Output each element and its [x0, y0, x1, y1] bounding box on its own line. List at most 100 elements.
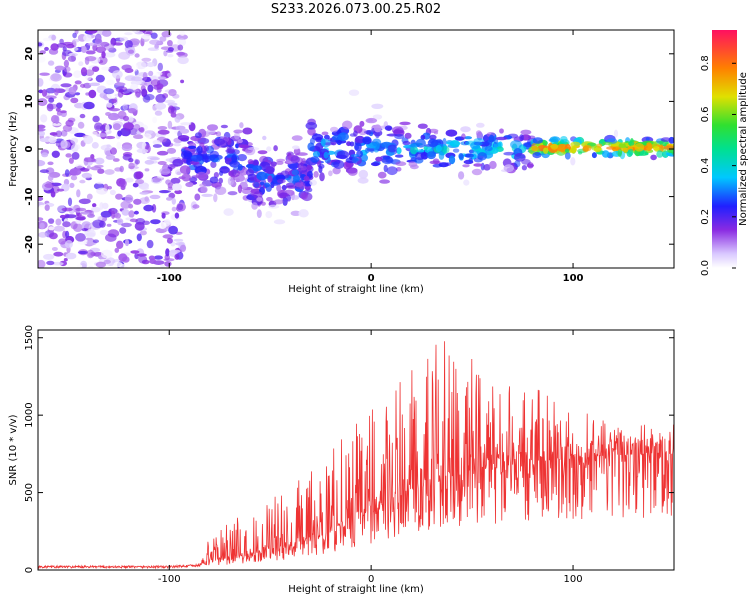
heatmap-cell — [48, 232, 58, 240]
heatmap-cell — [362, 136, 372, 145]
heatmap-cell — [112, 70, 123, 79]
heatmap-cell — [132, 182, 139, 188]
heatmap-cell — [101, 202, 109, 210]
heatmap-cell — [328, 170, 333, 177]
heatmap-cell — [88, 89, 97, 99]
heatmap-cell — [54, 87, 59, 96]
heatmap-cell — [63, 72, 73, 78]
heatmap-cell — [47, 161, 54, 166]
heatmap-cell — [86, 249, 95, 259]
heatmap-cell — [262, 135, 267, 141]
heatmap-cell — [124, 194, 134, 203]
heatmap-cell — [157, 62, 163, 72]
heatmap-cell — [139, 191, 149, 195]
heatmap-cell — [570, 157, 576, 166]
heatmap-cell — [70, 97, 79, 104]
heatmap-cell — [473, 163, 483, 167]
heatmap-cell — [215, 131, 222, 137]
heatmap-cell — [121, 144, 133, 152]
heatmap-cell — [223, 208, 234, 216]
heatmap-cell — [203, 145, 209, 152]
heatmap-cell — [429, 134, 437, 140]
heatmap-cell — [75, 207, 87, 212]
heatmap-cell — [132, 63, 138, 72]
heatmap-cell — [139, 197, 150, 205]
heatmap-cell — [51, 150, 60, 158]
heatmap-cell — [464, 136, 472, 140]
heatmap-cell — [167, 47, 174, 52]
heatmap-cell — [61, 207, 73, 212]
heatmap-cell — [44, 129, 52, 134]
heatmap-cell — [489, 160, 497, 170]
heatmap-cell — [257, 150, 268, 155]
heatmap-cell — [387, 144, 398, 153]
heatmap-cell — [242, 127, 253, 135]
heatmap-cell — [115, 193, 123, 200]
heatmap-cell — [214, 186, 227, 195]
heatmap-cell — [55, 218, 62, 226]
colorbar-ticks: 0.0 0.2 0.4 0.6 0.8 — [700, 55, 736, 276]
heatmap-cell — [173, 142, 181, 147]
heatmap-cell — [153, 255, 163, 260]
heatmap-cell — [177, 38, 187, 47]
heatmap-cell — [247, 159, 254, 165]
heatmap-cell — [201, 193, 213, 197]
heatmap-cell — [136, 253, 147, 257]
heatmap-cell — [570, 141, 581, 147]
heatmap-cell — [118, 51, 130, 60]
heatmap-cell — [323, 151, 329, 159]
colorbar-gradient — [712, 30, 737, 268]
heatmap-cell — [410, 164, 419, 170]
heatmap-cell — [101, 249, 113, 259]
heatmap-cell — [86, 165, 91, 170]
heatmap-cell — [133, 210, 139, 215]
heatmap-cell — [117, 90, 124, 98]
heatmap-cell — [354, 142, 362, 152]
heatmap-cell — [181, 173, 191, 182]
heatmap-cell — [513, 152, 526, 162]
heatmap-cell — [213, 172, 219, 178]
y-tick-label: 0 — [24, 145, 35, 152]
heatmap-cell — [270, 161, 277, 167]
heatmap-cell — [38, 217, 44, 221]
colorbar-tick-label: 0.8 — [700, 55, 711, 71]
heatmap-cell — [628, 141, 635, 146]
heatmap-cell — [38, 78, 44, 87]
heatmap-cell — [330, 126, 339, 133]
heatmap-cell — [125, 177, 134, 183]
heatmap-cell — [249, 176, 255, 182]
heatmap-cell — [51, 247, 58, 251]
heatmap-cell — [375, 156, 383, 162]
heatmap-cell — [279, 192, 288, 199]
heatmap-cell — [293, 174, 300, 183]
heatmap-cell — [139, 126, 145, 133]
heatmap-cell — [112, 123, 121, 131]
heatmap-cell — [80, 83, 86, 89]
heatmap-cell — [103, 259, 111, 264]
heatmap-cell — [107, 185, 112, 190]
heatmap-cell — [164, 261, 172, 267]
heatmap-cell — [92, 239, 99, 243]
heatmap-cell — [426, 151, 436, 160]
heatmap-cell — [38, 124, 46, 129]
heatmap-cell — [38, 98, 48, 107]
heatmap-cell — [370, 148, 374, 153]
heatmap-cell — [445, 129, 458, 137]
heatmap-cell — [161, 212, 166, 219]
heatmap-cell — [150, 75, 157, 81]
heatmap-cell — [602, 141, 613, 146]
colorbar: 0.0 0.2 0.4 0.6 0.8 Normalized spectral ampl… — [700, 30, 749, 276]
heatmap-cell — [172, 158, 184, 167]
heatmap-cell — [227, 176, 234, 186]
heatmap-cell — [58, 238, 67, 245]
y-tick-label: 0 — [24, 567, 35, 573]
heatmap-cell — [150, 32, 158, 39]
heatmap-cell — [63, 59, 69, 68]
colorbar-tick-label: 0.4 — [700, 158, 711, 174]
heatmap-cell — [177, 203, 184, 211]
heatmap-cell — [42, 37, 52, 42]
heatmap-cell — [180, 122, 192, 126]
heatmap-cell — [166, 237, 173, 244]
heatmap-cell — [69, 182, 75, 188]
heatmap-cell — [96, 215, 103, 221]
